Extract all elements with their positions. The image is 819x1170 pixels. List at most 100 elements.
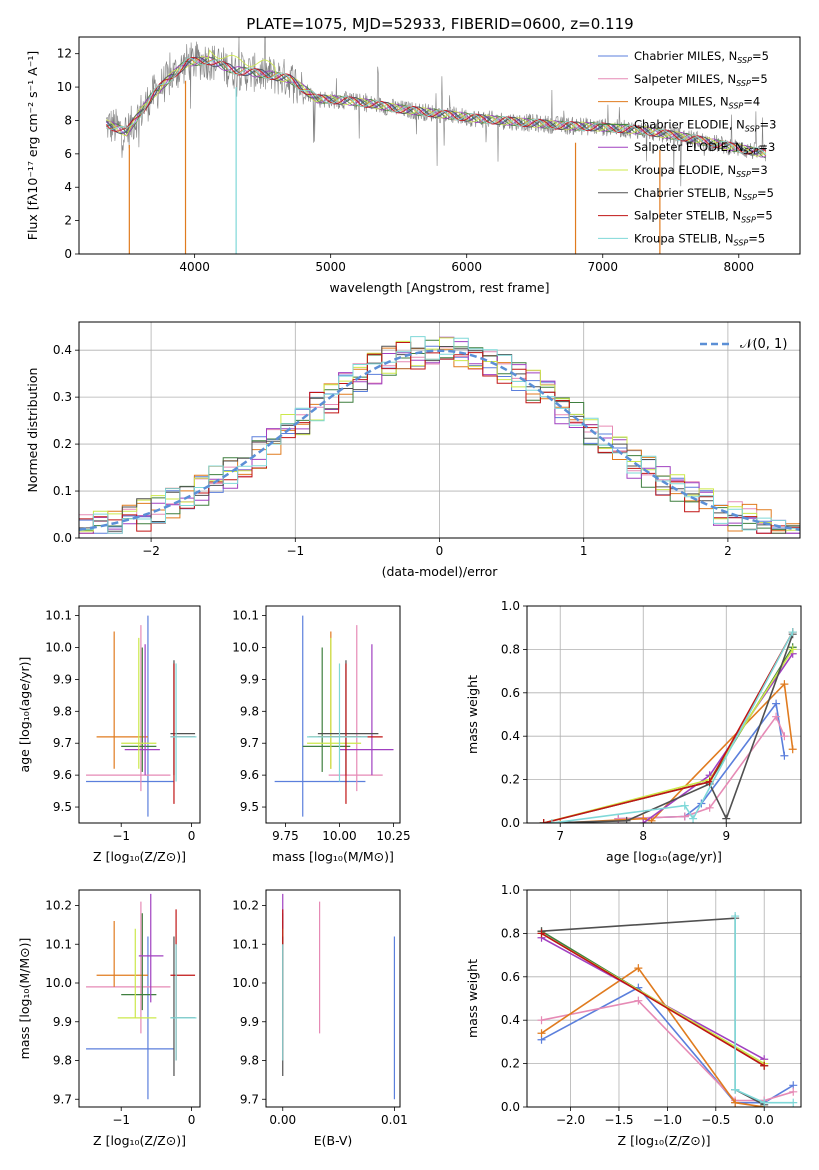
x-tick-label: 0.0 — [755, 1113, 774, 1127]
x-axis-label: Z [log₁₀(Z/Z⊙)] — [93, 849, 186, 864]
mass-weight-marker — [647, 816, 656, 823]
x-axis-label: (data-model)/error — [382, 564, 499, 579]
x-tick-label: −2 — [142, 544, 160, 558]
y-tick-label: 0.2 — [501, 773, 520, 787]
axes-frame — [78, 36, 801, 255]
y-tick-label: 0.3 — [53, 390, 72, 404]
y-axis-label: mass [log₁₀(M/M⊙)] — [17, 938, 32, 1060]
y-tick-label: 0.1 — [53, 484, 72, 498]
observed-spectrum — [105, 37, 766, 187]
mass-weight-marker — [788, 628, 797, 637]
x-tick-label: 10.25 — [376, 829, 410, 843]
mass-weight-marker — [539, 819, 548, 823]
model-spectrum-line — [105, 56, 766, 156]
y-tick-label: 2 — [64, 214, 72, 228]
y-tick-label: 0.0 — [501, 816, 520, 830]
mass-weight-marker — [731, 1085, 740, 1094]
mass-weight-marker — [634, 996, 643, 1005]
x-axis-label: wavelength [Angstrom, rest frame] — [329, 280, 549, 295]
y-tick-label: 9.6 — [53, 768, 72, 782]
mass-weight-marker — [639, 819, 648, 823]
mass-weight-line — [734, 916, 794, 1104]
axes-frame — [78, 889, 201, 1108]
y-tick-label: 0.6 — [501, 970, 520, 984]
y-tick-label: 10.2 — [232, 899, 259, 913]
y-tick-label: 9.9 — [240, 672, 259, 686]
y-tick-label: 9.5 — [240, 800, 259, 814]
y-tick-label: 9.8 — [240, 704, 259, 718]
x-tick-label: 1 — [580, 544, 588, 558]
y-tick-label: 9.7 — [53, 1092, 72, 1106]
x-tick-label: −0.5 — [701, 1113, 730, 1127]
y-tick-label: 9.9 — [240, 1015, 259, 1029]
y-tick-label: 10.2 — [45, 899, 72, 913]
mass-weight-marker — [705, 803, 714, 812]
x-axis-label: age [log₁₀(age/yr)] — [606, 849, 722, 864]
plot-area — [537, 912, 798, 1107]
plot-area — [86, 615, 197, 817]
y-tick-label: 0.8 — [501, 642, 520, 656]
x-tick-label: 9 — [722, 829, 730, 843]
mass-weight-line — [543, 631, 794, 823]
mass-weight-marker — [788, 645, 797, 654]
y-tick-label: 10.0 — [45, 640, 72, 654]
histogram-series — [79, 336, 800, 534]
y-tick-label: 0.2 — [501, 1057, 520, 1071]
age-vs-metallicity-panel: −1 0 9.5 9.6 9.7 9.8 9.9 10.0 10.1 Z [log₁₀(Z/Z⊙)… — [17, 605, 201, 864]
model-spectrum-line — [105, 57, 767, 155]
y-tick-label: 0.6 — [501, 686, 520, 700]
plot-area — [105, 37, 767, 254]
y-tick-label: 0 — [64, 247, 72, 261]
y-axis-label: mass weight — [465, 675, 480, 754]
y-axis-label: Normed distribution — [25, 368, 40, 493]
y-tick-label: 0.0 — [501, 1100, 520, 1114]
y-tick-label: 0.4 — [53, 343, 72, 357]
mass-weight-marker — [780, 751, 789, 760]
y-tick-label: 9.7 — [240, 1092, 259, 1106]
mass-weight-marker — [680, 812, 689, 821]
mass-weight-marker — [680, 801, 689, 810]
y-tick-label: 0.8 — [501, 926, 520, 940]
mass-weight-marker — [760, 1098, 769, 1107]
y-axis-label: Flux [fλ10⁻¹⁷ erg cm⁻² s⁻¹ A⁻¹] — [25, 51, 40, 240]
y-tick-label: 0.4 — [501, 729, 520, 743]
age-vs-mass-panel: 9.75 10.00 10.25 9.5 9.6 9.7 9.8 9.9 10.0 10.1 mas… — [232, 605, 411, 864]
mass-weight-marker — [731, 912, 740, 921]
mass-weight-marker — [556, 819, 565, 823]
legend-entry: Chabrier STELIB, NSSP=5 — [634, 186, 774, 202]
mass-weight-vs-age-panel: 7 8 9 0.0 0.2 0.4 0.6 0.8 1.0 age [log₁₀(age/yr)]… — [465, 599, 802, 864]
y-tick-label: 4 — [64, 180, 72, 194]
plot-area — [86, 893, 197, 1100]
mass-weight-line — [543, 633, 794, 823]
legend-entry: Salpeter ELODIE, NSSP=3 — [634, 140, 775, 156]
mass-vs-metallicity-panel: −1 0 9.7 9.8 9.9 10.0 10.1 10.2 Z [log₁₀(Z/Z⊙)] m… — [17, 889, 201, 1148]
mass-weight-marker — [547, 819, 556, 823]
y-axis-label: age [log₁₀(age/yr)] — [17, 657, 32, 773]
x-tick-label: −1 — [286, 544, 304, 558]
y-tick-label: 10.1 — [232, 609, 259, 623]
axes-frame — [265, 889, 401, 1108]
x-tick-label: 9.75 — [272, 829, 299, 843]
y-tick-label: 9.8 — [240, 1054, 259, 1068]
figure-title: PLATE=1075, MJD=52933, FIBERID=0600, z=0… — [246, 15, 633, 33]
y-tick-label: 0.2 — [53, 437, 72, 451]
y-tick-label: 9.8 — [53, 1054, 72, 1068]
axes-frame — [265, 605, 401, 824]
x-tick-label: 7000 — [587, 260, 618, 274]
x-tick-label: 0 — [436, 544, 444, 558]
axes-frame — [526, 889, 802, 1108]
mass-weight-marker — [789, 1098, 798, 1107]
legend: Chabrier MILES, NSSP=5 Salpeter MILES, NS… — [598, 49, 776, 247]
y-tick-label: 10.1 — [45, 937, 72, 951]
legend-entry: Chabrier ELODIE, NSSP=3 — [634, 117, 776, 133]
y-tick-label: 9.8 — [53, 704, 72, 718]
legend-entry: Salpeter STELIB, NSSP=5 — [634, 209, 773, 225]
mass-weight-marker — [780, 680, 789, 689]
y-tick-label: 12 — [57, 47, 72, 61]
residual-histogram-panel: −2 −1 0 1 2 0.0 0.1 0.2 0.3 0.4 (data-model)/error… — [25, 321, 801, 579]
mass-weight-marker — [788, 745, 797, 754]
y-axis-label: mass weight — [465, 959, 480, 1038]
legend-entry: Kroupa STELIB, NSSP=5 — [634, 231, 765, 247]
x-tick-label: −1.5 — [604, 1113, 633, 1127]
mass-weight-vs-metallicity-panel: −2.0 −1.5 −1.0 −0.5 0.0 0.0 0.2 0.4 0.6 0.8 1.0 Z [… — [465, 883, 802, 1148]
